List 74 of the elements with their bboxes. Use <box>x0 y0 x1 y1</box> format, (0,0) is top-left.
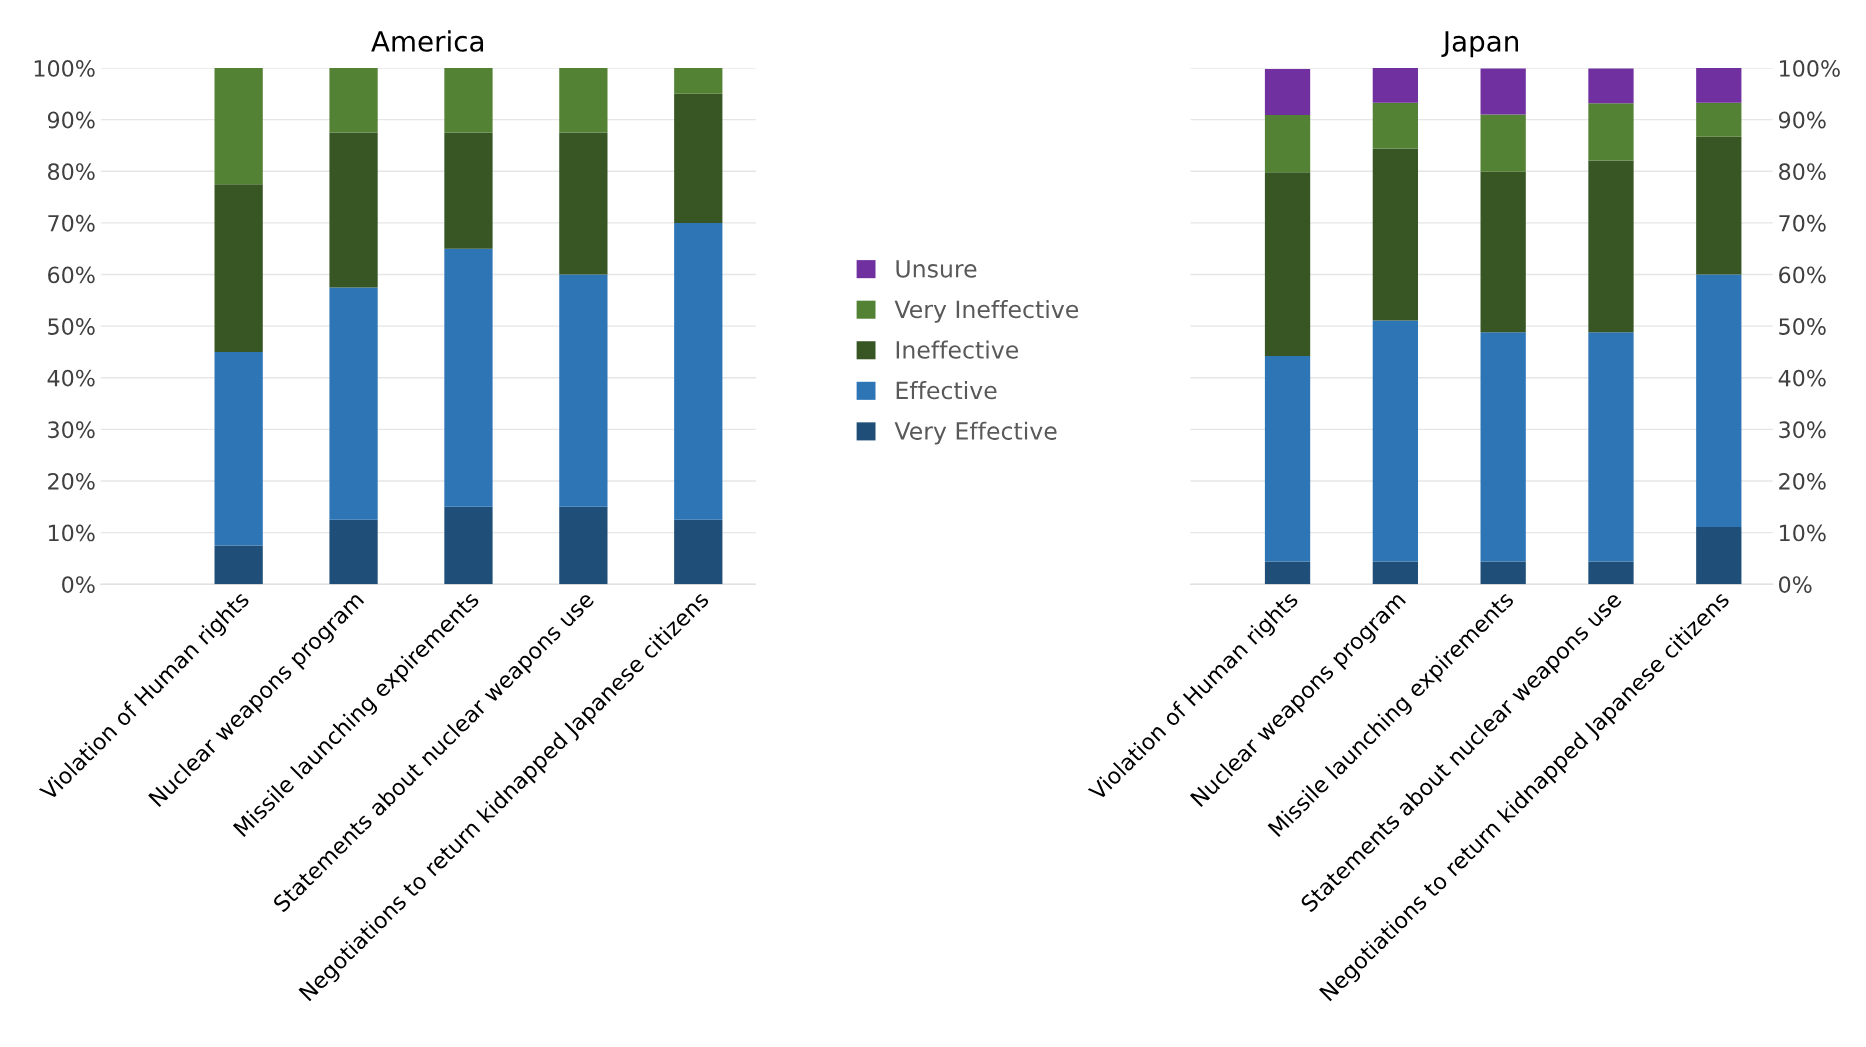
bar <box>559 274 608 507</box>
bar <box>1696 68 1742 103</box>
y-tick-label: 90% <box>1778 111 1826 129</box>
bar <box>1264 561 1311 585</box>
bar <box>1480 68 1526 115</box>
bar <box>444 68 493 133</box>
bar <box>214 545 263 585</box>
bar <box>1264 356 1311 562</box>
y-tick-label: 40% <box>1778 369 1826 387</box>
y-tick-label: 20% <box>1779 472 1826 490</box>
y-tick-label: 0% <box>62 576 95 593</box>
bar <box>674 93 723 223</box>
bar <box>329 132 378 288</box>
bar <box>674 68 723 94</box>
y-tick-label: 80% <box>48 163 95 181</box>
bar <box>674 222 723 520</box>
bar <box>214 184 263 352</box>
bar <box>1264 172 1311 357</box>
bar <box>444 506 493 585</box>
bar <box>1588 160 1634 333</box>
y-tick-label: 50% <box>1779 318 1826 335</box>
bar <box>1588 68 1634 104</box>
bar <box>1480 114 1526 172</box>
bar <box>444 248 493 507</box>
y-tick-label: 90% <box>47 111 95 129</box>
y-tick-label: 80% <box>1779 163 1826 181</box>
bar <box>1696 274 1742 527</box>
bar <box>1372 561 1418 585</box>
bar <box>1480 171 1526 333</box>
y-tick-label: 10% <box>1780 524 1826 542</box>
y-tick-label: 60% <box>1779 266 1826 284</box>
bar <box>1696 102 1742 137</box>
y-tick-label: 50% <box>48 318 95 335</box>
y-tick-label: 30% <box>1779 421 1826 439</box>
y-tick-label: 60% <box>48 266 95 284</box>
y-tick-label: 70% <box>1779 214 1826 232</box>
bar <box>1696 526 1742 585</box>
bar <box>214 68 263 185</box>
bar <box>1264 115 1311 173</box>
bar <box>329 68 378 133</box>
bar <box>1588 103 1634 161</box>
y-tick-label: 30% <box>48 421 95 439</box>
y-tick-label: 100% <box>34 60 95 77</box>
bar <box>214 351 263 546</box>
bar <box>1588 332 1634 562</box>
bar <box>1372 320 1418 562</box>
bar <box>1480 332 1526 562</box>
y-tick-label: 40% <box>47 369 95 387</box>
y-tick-label: 100% <box>1780 60 1840 77</box>
y-tick-label: 70% <box>48 214 95 232</box>
bar <box>559 68 608 133</box>
bar <box>1480 561 1526 585</box>
legend-label: Effective <box>896 381 997 400</box>
bar <box>1264 69 1311 116</box>
y-tick-label: 20% <box>48 472 95 490</box>
legend-label: Unsure <box>896 260 977 278</box>
bar <box>444 132 493 249</box>
bar <box>1588 561 1634 585</box>
bar <box>329 519 378 585</box>
y-tick-label: 10% <box>48 524 95 542</box>
bar <box>1696 136 1742 275</box>
legend-label: Very Effective <box>894 421 1057 445</box>
bar <box>559 132 608 275</box>
legend-label: Very Ineffective <box>894 299 1079 323</box>
chart-title: America <box>371 30 484 52</box>
legend-label: Ineffective <box>896 340 1019 359</box>
y-tick-label: 0% <box>1779 576 1812 593</box>
bar <box>1372 102 1418 149</box>
bar <box>1372 68 1418 103</box>
bar <box>1372 148 1418 321</box>
chart-title: Japan <box>1441 31 1518 58</box>
bar <box>559 506 608 585</box>
bar <box>329 287 378 520</box>
bar <box>674 519 723 585</box>
